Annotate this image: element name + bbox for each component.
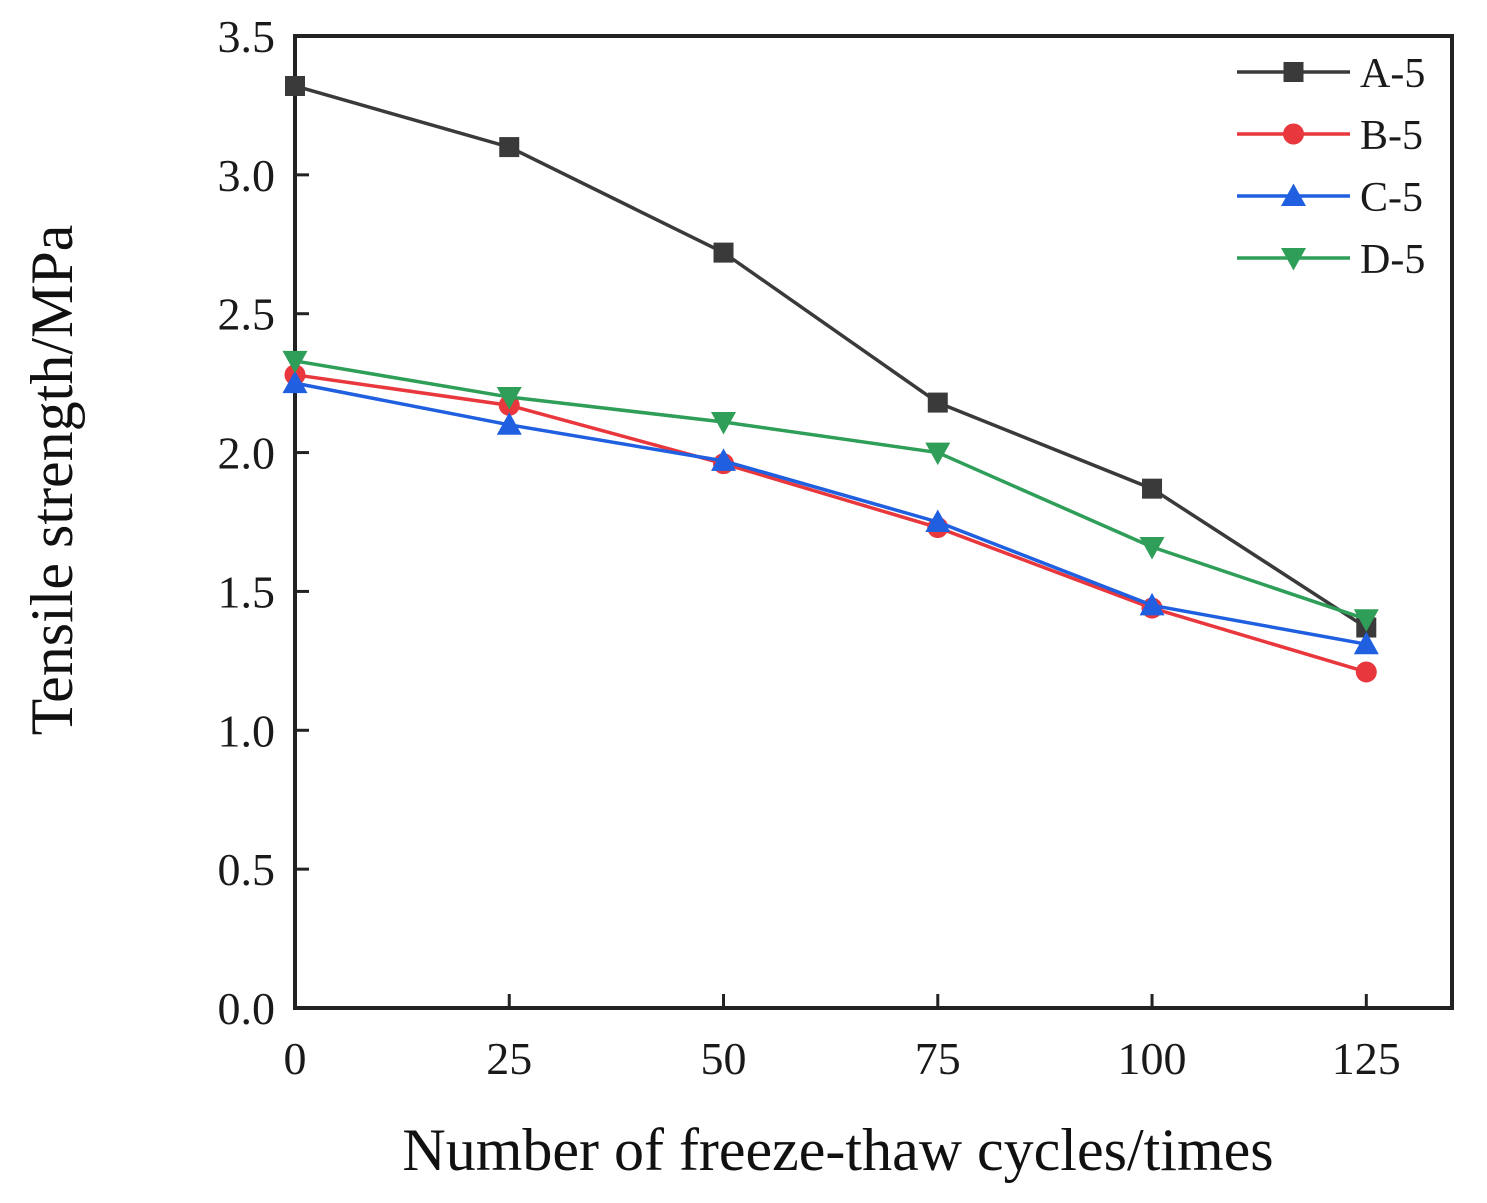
series-A-5 <box>285 75 1377 638</box>
legend-marker <box>1283 62 1304 82</box>
data-point <box>711 412 737 435</box>
legend-item: A-5 <box>1237 51 1425 97</box>
series-D-5 <box>282 350 1379 632</box>
data-point <box>499 137 520 158</box>
data-point <box>925 442 951 466</box>
legend-item: B-5 <box>1237 113 1423 159</box>
legend-label: A-5 <box>1360 51 1425 97</box>
data-point <box>1355 661 1377 683</box>
y-tick-label: 3.0 <box>218 150 276 201</box>
legend-item: D-5 <box>1237 237 1425 283</box>
data-point <box>1139 536 1165 560</box>
x-tick-label: 50 <box>701 1033 747 1084</box>
x-axis-title: Number of freeze-thaw cycles/times <box>402 1117 1273 1183</box>
data-point <box>285 75 305 96</box>
y-axis-title: Tensile strength/MPa <box>19 225 85 736</box>
x-tick-label: 125 <box>1332 1033 1401 1084</box>
series-layer <box>282 75 1379 683</box>
data-point <box>282 350 308 374</box>
y-tick-label: 1.5 <box>218 566 276 617</box>
data-point <box>713 242 734 263</box>
data-point <box>496 412 522 435</box>
data-point <box>1353 609 1379 632</box>
x-tick-label: 100 <box>1118 1033 1187 1084</box>
y-tick-label: 3.5 <box>218 11 276 62</box>
legend-marker <box>1281 183 1306 206</box>
series-line <box>294 373 1367 674</box>
series-C-5 <box>282 370 1379 655</box>
y-tick-label: 2.5 <box>218 289 276 340</box>
x-tick-label: 75 <box>915 1033 961 1084</box>
plot-area <box>293 34 1454 1010</box>
data-point <box>1142 478 1163 499</box>
legend-item: C-5 <box>1237 175 1423 221</box>
y-axis: 0.0 0.5 1.0 1.5 2.0 2.5 3.0 3.5 <box>218 11 309 1034</box>
legend-marker <box>1281 248 1306 271</box>
data-point <box>927 392 948 413</box>
y-tick-label: 0.5 <box>218 844 276 895</box>
y-tick-label: 2.0 <box>218 428 276 479</box>
data-point <box>282 370 308 394</box>
data-point <box>711 448 737 471</box>
plot-frame <box>293 34 1454 1010</box>
legend-label: D-5 <box>1360 237 1425 283</box>
data-point <box>925 509 951 532</box>
x-tick-label: 0 <box>284 1033 307 1084</box>
x-axis: 0 25 50 75 100 125 <box>284 994 1401 1084</box>
series-line <box>294 84 1368 629</box>
y-tick-label: 1.0 <box>218 705 276 756</box>
data-point <box>1353 631 1379 655</box>
y-tick-label: 0.0 <box>218 983 276 1034</box>
legend: A-5 B-5 C-5 D-5 <box>1237 51 1425 283</box>
data-point <box>1139 592 1165 616</box>
series-line <box>294 359 1367 621</box>
data-point <box>496 387 522 410</box>
legend-label: C-5 <box>1360 175 1423 221</box>
legend-marker <box>1283 123 1304 145</box>
x-tick-label: 25 <box>486 1033 532 1084</box>
legend-label: B-5 <box>1360 113 1423 159</box>
series-line <box>294 381 1367 646</box>
